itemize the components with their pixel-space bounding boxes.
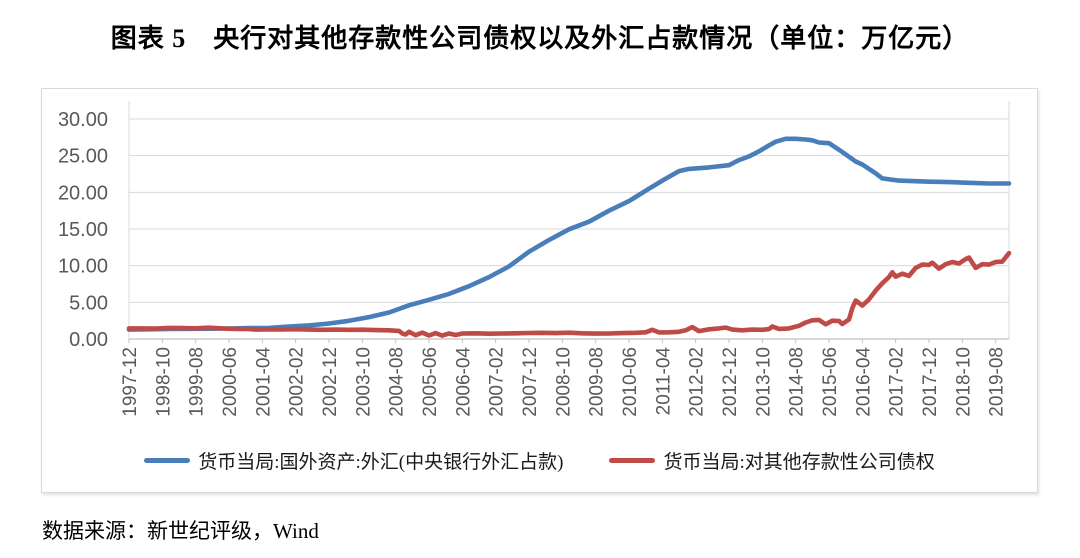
y-tick-label: 25.00	[58, 146, 108, 168]
chart-title: 图表 5 央行对其他存款性公司债权以及外汇占款情况（单位：万亿元）	[110, 24, 970, 53]
legend-line-marker-fx	[144, 458, 191, 463]
y-tick-label: 20.00	[58, 182, 108, 204]
legend-label-fx: 货币当局:国外资产:外汇(中央银行外汇占款)	[198, 452, 564, 473]
x-tick-label: 2013-10	[753, 347, 774, 417]
x-tick-label: 2019-08	[987, 347, 1008, 417]
x-tick-label: 2003-10	[353, 347, 374, 417]
x-tick-label: 2002-02	[287, 347, 308, 417]
y-tick-label: 0.00	[69, 329, 108, 351]
legend-item-claims: 货币当局:对其他存款性公司债权	[609, 447, 935, 474]
x-tick-label: 2012-12	[720, 347, 741, 417]
x-tick-label: 1999-08	[187, 347, 208, 417]
legend-item-fx: 货币当局:国外资产:外汇(中央银行外汇占款)	[144, 447, 563, 474]
x-tick-label: 2012-02	[687, 347, 708, 417]
source-note: 数据来源：新世纪评级，Wind	[42, 519, 319, 543]
x-tick-label: 2017-12	[920, 347, 941, 417]
x-tick-label: 2006-04	[453, 347, 474, 417]
legend-line-marker-claims	[609, 458, 656, 463]
y-tick-label: 30.00	[58, 109, 108, 131]
y-tick-label: 5.00	[69, 292, 108, 314]
x-tick-label: 1997-12	[120, 347, 141, 417]
x-tick-label: 2015-06	[820, 347, 841, 417]
legend: 货币当局:国外资产:外汇(中央银行外汇占款) 货币当局:对其他存款性公司债权	[42, 447, 1037, 474]
chart-frame: 0.00 5.00 10.00 15.00 20.00 25.00 30.00 1997-12…	[41, 88, 1038, 493]
x-tick-label: 2007-02	[487, 347, 508, 417]
x-tick-label: 2008-10	[553, 347, 574, 417]
x-tick-label: 2004-08	[387, 347, 408, 417]
x-tick-label: 2011-04	[653, 347, 674, 416]
x-tick-label: 1998-10	[153, 347, 174, 417]
x-tick-label: 2007-12	[520, 347, 541, 417]
legend-label-claims: 货币当局:对其他存款性公司债权	[663, 452, 935, 473]
x-tick-label: 2018-10	[953, 347, 974, 417]
series-line-fx	[126, 136, 1012, 332]
x-tick-label: 2010-06	[620, 347, 641, 417]
x-tick-label: 2001-04	[253, 347, 274, 417]
plot-area: 0.00 5.00 10.00 15.00 20.00 25.00 30.00 1997-12…	[58, 101, 1012, 417]
x-tick-label: 2016-04	[853, 347, 874, 417]
x-tick-label: 2005-06	[420, 347, 441, 417]
y-tick-label: 15.00	[58, 219, 108, 241]
y-tick-label: 10.00	[58, 256, 108, 278]
x-tick-label: 2017-02	[887, 347, 908, 417]
x-tick-label: 2000-06	[220, 347, 241, 417]
x-tick-label: 2002-12	[320, 347, 341, 417]
x-tick-label: 2014-08	[787, 347, 808, 417]
x-tick-label: 2009-08	[587, 347, 608, 417]
series-line-claims	[126, 250, 1012, 338]
